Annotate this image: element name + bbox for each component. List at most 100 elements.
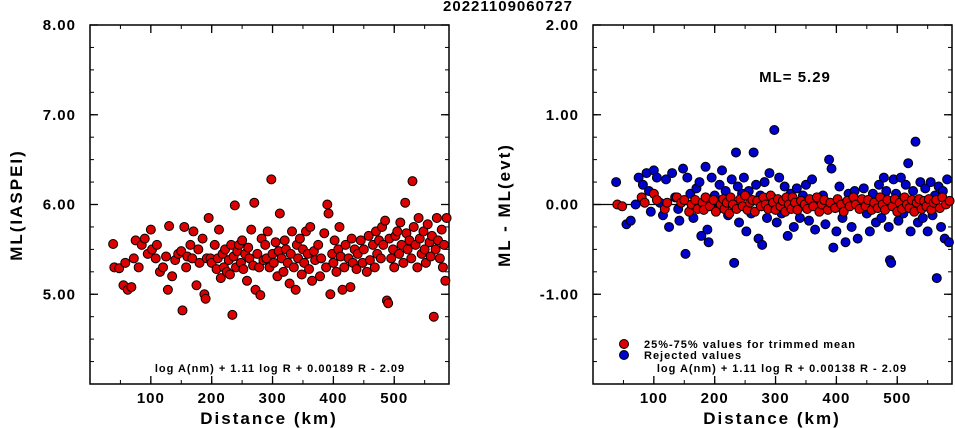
right-data-point xyxy=(764,168,775,179)
left-data-point xyxy=(315,271,326,282)
right-data-point xyxy=(611,177,622,188)
left-data-point xyxy=(378,239,389,250)
left-data-point xyxy=(363,230,374,241)
right-data-point xyxy=(878,172,889,183)
left-data-point xyxy=(321,262,332,273)
right-data-point xyxy=(700,161,711,172)
right-data-point xyxy=(734,217,745,228)
left-data-point xyxy=(254,262,265,273)
left-data-point xyxy=(364,255,375,266)
left-data-point xyxy=(120,257,131,268)
left-data-point xyxy=(177,305,188,316)
legend-label-accepted: 25%-75% values for trimmed mean xyxy=(644,339,856,351)
right-data-point xyxy=(726,174,737,185)
left-data-point xyxy=(255,290,266,301)
right-y-axis-label: ML - ML(evt) xyxy=(495,143,514,267)
left-x-tick-label: 100 xyxy=(137,390,165,407)
left-data-point xyxy=(304,264,315,275)
right-data-point xyxy=(633,172,644,183)
left-y-tick-label: 8.00 xyxy=(43,17,76,34)
right-data-point xyxy=(674,215,685,226)
left-data-point xyxy=(150,253,161,264)
right-data-point xyxy=(738,172,749,183)
left-data-point xyxy=(334,221,345,232)
right-data-point xyxy=(716,165,727,176)
legend-marker-accepted xyxy=(619,339,629,349)
left-data-point xyxy=(243,242,254,253)
right-data-point xyxy=(820,219,831,230)
left-data-point xyxy=(329,235,340,246)
right-axis-ticks: -1.00 0.00 1.00 2.00 100 200 300 400 500 xyxy=(540,17,952,407)
right-data-point xyxy=(703,237,714,248)
right-data-point xyxy=(714,179,725,190)
left-data-point xyxy=(224,269,235,280)
right-panel: -1.00 0.00 1.00 2.00 100 200 300 400 500 ML - ML… xyxy=(495,17,955,428)
right-data-point xyxy=(944,195,955,206)
right-y-tick-label: -1.00 xyxy=(540,286,579,303)
left-data-point xyxy=(392,226,403,237)
right-data-point xyxy=(876,212,887,223)
right-data-point xyxy=(740,190,751,201)
right-data-point xyxy=(831,226,842,237)
left-data-point xyxy=(284,278,295,289)
right-data-point xyxy=(661,174,672,185)
left-data-point xyxy=(422,219,433,230)
left-data-point xyxy=(394,248,405,259)
left-data-point xyxy=(380,215,391,226)
left-data-point xyxy=(340,239,351,250)
left-data-point xyxy=(179,221,190,232)
left-data-point xyxy=(161,251,172,262)
right-data-point xyxy=(788,221,799,232)
left-y-tick-label: 6.00 xyxy=(43,197,76,214)
left-data-point xyxy=(200,293,211,304)
right-data-point xyxy=(706,172,717,183)
left-data-point xyxy=(290,284,301,295)
legend: 25%-75% values for trimmed mean Rejected… xyxy=(619,339,856,362)
right-data-point xyxy=(730,147,741,158)
left-data-point xyxy=(307,275,318,286)
left-data-point xyxy=(126,282,137,293)
right-data-point xyxy=(943,237,954,248)
left-data-point xyxy=(439,239,450,250)
right-data-point xyxy=(625,215,636,226)
left-data-point xyxy=(389,262,400,273)
right-data-point xyxy=(942,174,953,185)
right-y-tick-label: 0.00 xyxy=(546,197,579,214)
right-data-point xyxy=(617,201,628,212)
right-data-point xyxy=(804,215,815,226)
left-data-point xyxy=(268,257,279,268)
right-x-tick-label: 200 xyxy=(701,390,729,407)
right-data-point xyxy=(759,177,770,188)
right-data-point xyxy=(682,172,693,183)
right-data-point xyxy=(645,206,656,217)
left-data-point xyxy=(262,226,273,237)
ml-value-label: ML= 5.29 xyxy=(759,69,831,86)
left-data-point xyxy=(145,224,156,235)
left-axis-ticks: 5.00 6.00 7.00 8.00 100 200 300 400 500 xyxy=(43,17,449,407)
left-data-point xyxy=(197,233,208,244)
right-data-point xyxy=(724,208,735,219)
left-data-point xyxy=(274,208,285,219)
right-data-point xyxy=(732,181,743,192)
left-data-point xyxy=(328,257,339,268)
right-data-point xyxy=(900,179,911,190)
right-data-point xyxy=(694,177,705,188)
right-data-point xyxy=(925,177,936,188)
right-data-points xyxy=(611,125,955,284)
left-data-point xyxy=(436,224,447,235)
right-data-point xyxy=(680,248,691,259)
left-data-point xyxy=(164,221,175,232)
left-data-point xyxy=(441,212,452,223)
left-data-point xyxy=(294,233,305,244)
left-data-point xyxy=(369,262,380,273)
left-data-point xyxy=(325,289,336,300)
left-data-point xyxy=(434,253,445,264)
right-data-point xyxy=(782,230,793,241)
right-data-point xyxy=(667,168,678,179)
left-data-point xyxy=(266,174,277,185)
right-data-point xyxy=(807,174,818,185)
right-data-point xyxy=(769,125,780,136)
right-data-point xyxy=(639,197,650,208)
left-data-point xyxy=(209,239,220,250)
